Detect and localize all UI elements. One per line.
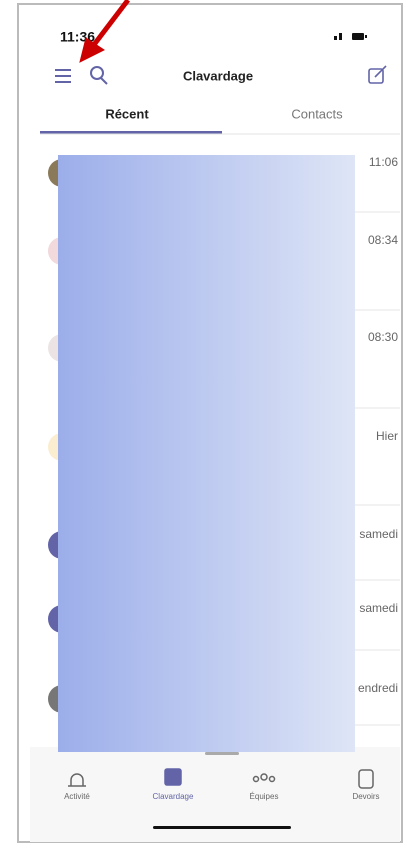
chat-time[interactable]: endredi	[358, 681, 398, 695]
chat-time[interactable]: samedi	[359, 601, 398, 615]
tab[interactable]: Contacts	[291, 106, 343, 121]
tab[interactable]: Récent	[105, 106, 149, 121]
home-indicator	[153, 826, 291, 829]
chat-time[interactable]: samedi	[359, 527, 398, 541]
chat-time[interactable]: 08:34	[368, 233, 398, 247]
screen: 11:36 Clavardage Récent Contacts 11:0608…	[0, 0, 409, 845]
redaction-overlay	[58, 155, 355, 752]
page: {"status_bar": {"time": "11:36"}, "heade…	[0, 0, 409, 845]
nav-label[interactable]: Devoirs	[352, 792, 379, 801]
nav-label[interactable]: Activité	[64, 792, 90, 801]
nav-label[interactable]: Équipes	[250, 792, 279, 801]
handle	[205, 752, 239, 755]
chat-time[interactable]: 11:06	[369, 155, 398, 169]
nav-label[interactable]: Clavardage	[153, 792, 194, 801]
header-title: Clavardage	[183, 68, 253, 83]
chat-time[interactable]: 08:30	[368, 330, 398, 344]
chat-time[interactable]: Hier	[376, 429, 398, 443]
